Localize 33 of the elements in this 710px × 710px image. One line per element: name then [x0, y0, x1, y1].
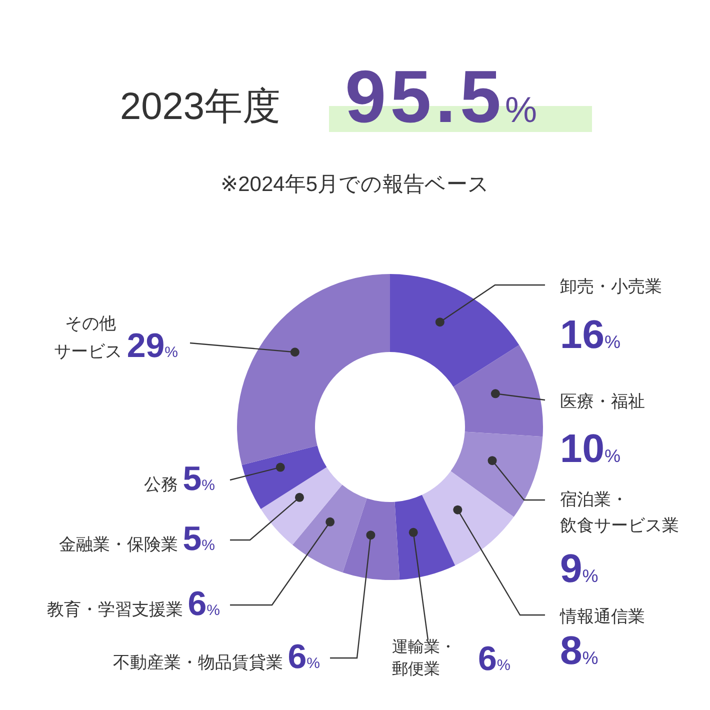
data-label: 9% [560, 547, 598, 591]
data-label: 6% [188, 585, 220, 623]
slice-label: 運輸業・郵便業 [392, 638, 456, 678]
donut-slice [242, 446, 327, 509]
slice-label: 金融業・保険業 [59, 535, 183, 554]
donut-slice [390, 274, 520, 387]
slice-label: その他サービス [54, 314, 127, 361]
data-label: 6% [288, 638, 320, 676]
slice-label: 情報通信業 [559, 607, 645, 626]
chart-title: 2023年度 [120, 86, 281, 128]
donut-slice [394, 494, 456, 580]
data-label: 8% [560, 629, 598, 673]
data-label: 10% [560, 427, 621, 471]
donut-slice [260, 467, 342, 545]
text: 95.5% [345, 55, 538, 138]
slice-label: 不動産業・物品賃貸業 [113, 653, 288, 672]
donut-slice [422, 471, 514, 566]
chart-subtitle: ※2024年5月での報告ベース [220, 172, 490, 198]
donut-slice [453, 345, 543, 437]
donut-slice [292, 484, 367, 573]
slice-label: 公務 [144, 475, 183, 494]
slice-label: 宿泊業・飲食サービス業 [560, 490, 679, 535]
donut-slice [237, 274, 390, 466]
data-label: 5% [182, 520, 215, 558]
slice-label: 医療・福祉 [560, 392, 645, 411]
data-label: 29% [126, 327, 178, 365]
donut-slice [342, 498, 400, 580]
data-label: 5% [182, 460, 215, 498]
slice-label: 教育・学習支援業 [47, 600, 188, 619]
data-label: 6% [478, 640, 511, 678]
donut-slice [450, 432, 543, 517]
slice-label: 卸売・小売業 [560, 277, 662, 296]
data-label: 16% [560, 313, 621, 357]
